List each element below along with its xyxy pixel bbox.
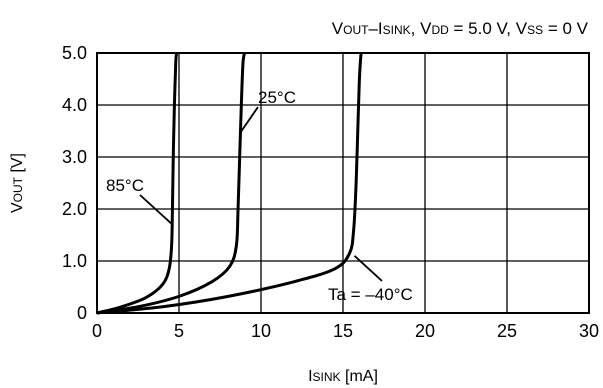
chart-title: VOUT–ISINK, VDD = 5.0 V, VSS = 0 V (332, 19, 589, 38)
y-tick-label: 3.0 (62, 147, 87, 167)
y-tick-label: 2.0 (62, 199, 87, 219)
x-tick-label: 10 (251, 321, 271, 341)
y-axis-ticks: 0 1.0 2.0 3.0 4.0 5.0 (62, 43, 87, 323)
x-tick-label: 0 (92, 321, 102, 341)
label-25c: 25°C (258, 88, 296, 107)
x-tick-label: 25 (497, 321, 517, 341)
x-axis-ticks: 0 5 10 15 20 25 30 (92, 321, 599, 341)
label-minus40c-leader (353, 255, 383, 282)
x-tick-label: 5 (174, 321, 184, 341)
x-axis-label: ISINK [mA] (308, 368, 378, 385)
y-axis-label: VOUT [V] (9, 153, 26, 213)
x-tick-label: 30 (579, 321, 599, 341)
series-curves (96, 52, 363, 315)
grid (96, 52, 590, 314)
y-tick-label: 1.0 (62, 251, 87, 271)
x-tick-label: 20 (415, 321, 435, 341)
label-25c-leader (238, 106, 259, 135)
y-tick-label: 5.0 (62, 43, 87, 63)
y-tick-label: 0 (77, 303, 87, 323)
label-85c: 85°C (106, 176, 144, 195)
curve-minus40c (96, 52, 363, 315)
label-minus40c: Ta = –40°C (328, 285, 413, 304)
label-85c-leader (139, 194, 174, 226)
curve-25c (96, 52, 247, 315)
curve-85c (96, 52, 179, 315)
annotations: 85°C 25°C Ta = –40°C (106, 88, 413, 304)
plot-frame (96, 52, 590, 314)
y-tick-label: 4.0 (62, 95, 87, 115)
x-tick-label: 15 (333, 321, 353, 341)
